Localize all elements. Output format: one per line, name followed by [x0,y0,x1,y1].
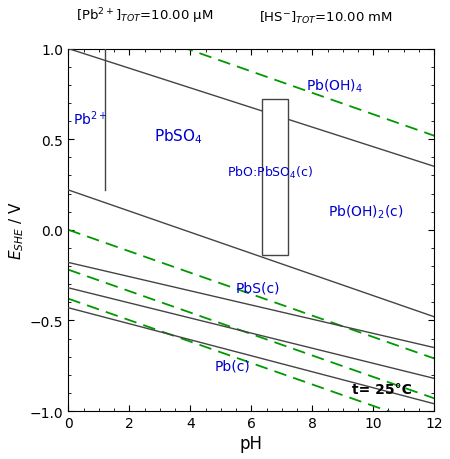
Text: [HS$^{-}$]$_{TOT}$=10.00 mM: [HS$^{-}$]$_{TOT}$=10.00 mM [259,10,392,26]
Text: Pb(OH)$_2$(c): Pb(OH)$_2$(c) [328,203,403,221]
Text: PbO:PbSO$_4$(c): PbO:PbSO$_4$(c) [227,164,313,180]
Text: [Pb$^{2+}$]$_{TOT}$=10.00 μM: [Pb$^{2+}$]$_{TOT}$=10.00 μM [76,6,213,26]
X-axis label: pH: pH [240,434,263,452]
Text: t= 25°C: t= 25°C [352,382,412,397]
Text: PbSO$_4$: PbSO$_4$ [154,127,202,146]
Y-axis label: $E_{SHE}$ / V: $E_{SHE}$ / V [7,201,26,260]
Text: Pb$^{2+}$: Pb$^{2+}$ [73,109,107,128]
Text: Pb(OH)$_4$: Pb(OH)$_4$ [306,77,363,94]
Text: PbS(c): PbS(c) [236,281,280,295]
Bar [262,100,288,256]
Text: Pb(c): Pb(c) [215,359,251,373]
